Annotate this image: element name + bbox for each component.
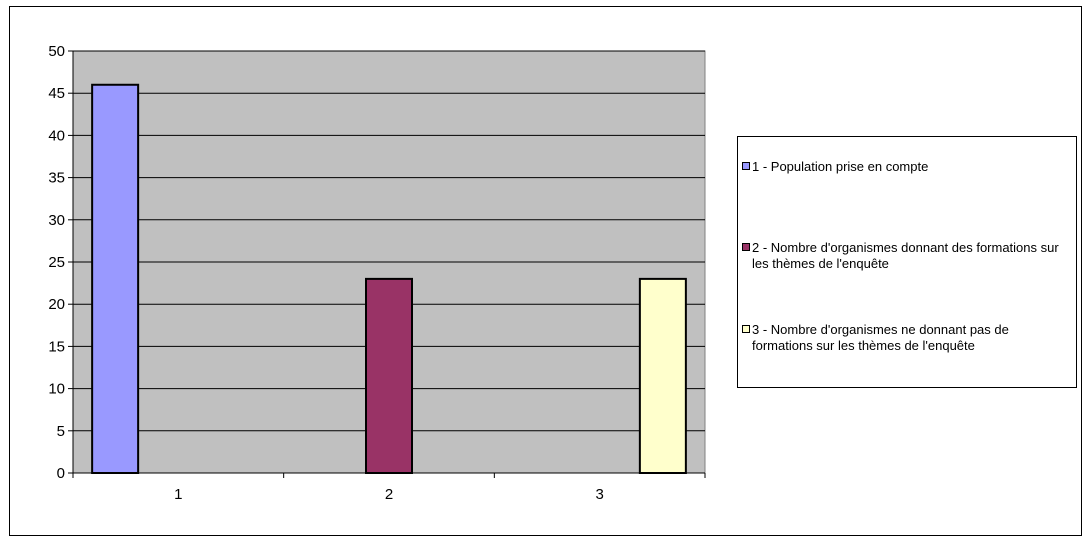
x-tick-label-2: 2 [385,486,393,503]
legend-item-3: 3 - Nombre d'organismes ne donnant pas d… [742,322,1072,354]
y-tick-label-10: 50 [48,43,65,60]
y-tick-label-7: 35 [48,170,65,187]
y-tick-label-6: 30 [48,212,65,229]
bar-series-2-cat-2 [365,277,413,474]
legend-item-2: 2 - Nombre d'organismes donnant des form… [742,240,1072,272]
x-tick-label-3: 3 [595,486,603,503]
y-tick-label-8: 40 [48,127,65,144]
bar-series-1-cat-1 [91,83,140,474]
legend-swatch-2 [742,243,750,251]
legend-label-1: 1 - Population prise en compte [752,159,929,174]
bar-series-3-cat-3 [638,277,687,474]
legend: 1 - Population prise en compte 2 - Nombr… [737,136,1077,388]
y-tick-label-9: 45 [48,85,65,102]
y-tick-label-2: 10 [48,381,65,398]
x-tick-label-1: 1 [174,486,182,503]
chart-frame: 0 5 10 15 20 25 30 35 40 45 50 1 2 3 1 - Population p… [9,6,1082,536]
bar-chart: 0 5 10 15 20 25 30 35 40 45 50 1 2 3 [48,43,706,503]
y-tick-label-3: 15 [48,338,65,355]
y-tick-label-1: 5 [57,423,65,440]
y-tick-label-0: 0 [57,465,65,482]
y-tick-label-5: 25 [48,254,65,271]
legend-swatch-1 [742,162,750,170]
y-tick-label-4: 20 [48,296,65,313]
legend-label-2: 2 - Nombre d'organismes donnant des form… [752,240,1059,271]
legend-swatch-3 [742,325,750,333]
legend-label-3: 3 - Nombre d'organismes ne donnant pas d… [752,322,1009,353]
legend-item-1: 1 - Population prise en compte [742,159,1072,175]
